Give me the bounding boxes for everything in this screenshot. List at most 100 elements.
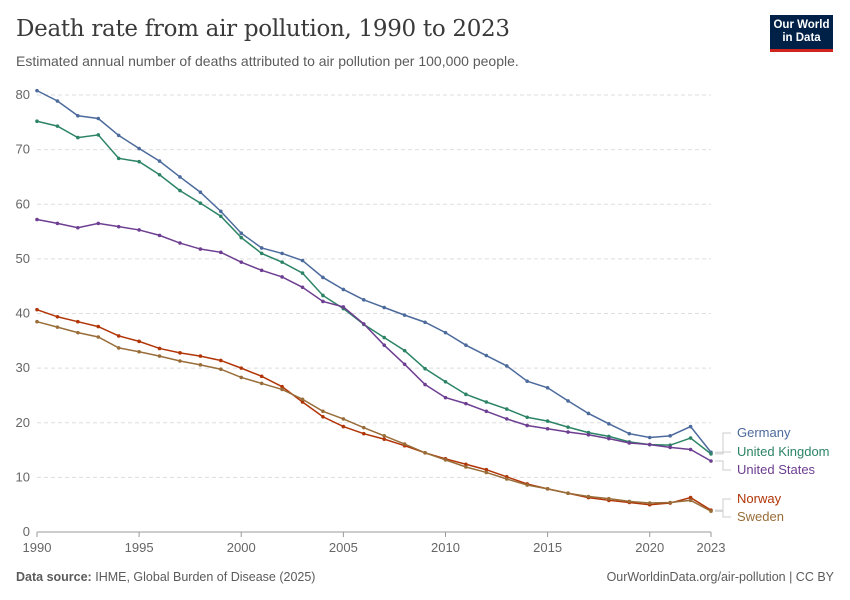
data-point [443,379,448,384]
data-point [55,99,60,103]
data-point [504,477,509,481]
data-point [35,217,39,222]
x-tick-label: 2010 [431,540,460,555]
data-point [280,260,284,264]
data-point [219,358,223,363]
data-point [137,146,141,151]
data-point [586,432,591,437]
data-point [55,325,60,329]
data-point [525,423,529,428]
data-point [443,395,448,400]
data-point [137,349,141,354]
label-connector [715,432,731,453]
data-point [259,251,264,256]
x-tick-label: 1995 [125,540,154,555]
series-label: United States [737,462,816,477]
data-point [607,496,611,501]
data-point [321,275,325,280]
data-point [423,382,427,387]
data-point [35,88,39,93]
data-point [116,346,121,350]
data-point [116,334,121,338]
data-point [76,135,80,140]
data-point [157,346,162,351]
data-point [157,172,162,177]
data-point [545,487,550,491]
y-tick-label: 30 [16,360,30,375]
data-point [300,271,305,275]
data-point [239,235,244,240]
x-tick-label: 2000 [227,540,256,555]
y-tick-label: 0 [23,524,30,539]
data-point [484,409,489,414]
data-point [76,330,80,335]
source-link[interactable]: IHME, Global Burden of Disease (2025) [95,570,316,584]
data-point [545,385,550,390]
data-point [688,495,693,500]
label-connector [715,498,731,511]
data-point [382,343,387,347]
data-point [464,343,468,347]
series-line-norway [36,308,712,511]
data-point [709,452,713,456]
data-point [55,221,60,226]
data-point [586,494,591,499]
y-tick-label: 60 [16,196,30,211]
data-point [668,500,672,505]
data-point [504,364,509,368]
label-connector [715,460,731,471]
data-point [157,354,162,358]
data-point [137,339,141,344]
data-point [35,307,39,312]
data-point [566,425,570,429]
data-point [504,407,509,411]
y-tick-label: 70 [16,142,30,157]
data-point [382,335,387,340]
data-point [341,287,346,292]
data-point [178,241,182,245]
data-point [137,228,141,232]
series-label: Sweden [737,509,784,524]
data-point [219,250,223,255]
data-point [361,298,366,302]
owid-logo[interactable]: Our World in Data [770,15,833,52]
y-tick-label: 40 [16,306,30,321]
chart-subtitle: Estimated annual number of deaths attrib… [16,53,519,69]
data-point [259,246,264,250]
data-point [321,293,325,298]
series-label: United Kingdom [737,444,830,459]
data-point [382,434,387,438]
data-point [545,419,550,423]
data-point [688,424,693,429]
y-tick-label: 80 [16,87,30,102]
data-point [627,431,632,436]
data-point [627,441,632,445]
data-point [647,442,652,447]
data-point [464,462,468,467]
data-point [443,330,448,335]
data-point [647,435,652,440]
data-point [259,374,264,379]
footer-link[interactable]: OurWorldinData.org/air-pollution | CC BY [606,570,834,584]
data-point [545,426,550,431]
label-connector [715,451,731,455]
data-point [688,436,693,440]
x-tick-label: 2005 [329,540,358,555]
data-point [423,366,427,371]
data-point [219,209,223,214]
data-point [566,399,570,403]
data-point [96,116,101,121]
data-point [484,470,489,475]
data-point [484,400,489,404]
data-point [96,133,101,137]
data-point [566,491,570,496]
data-point [341,305,346,309]
label-connector [715,510,731,518]
data-point [198,247,203,251]
x-tick-label: 2023 [697,540,726,555]
data-point [198,363,203,367]
data-point [361,431,366,436]
y-tick-label: 50 [16,251,30,266]
data-point [96,324,101,329]
